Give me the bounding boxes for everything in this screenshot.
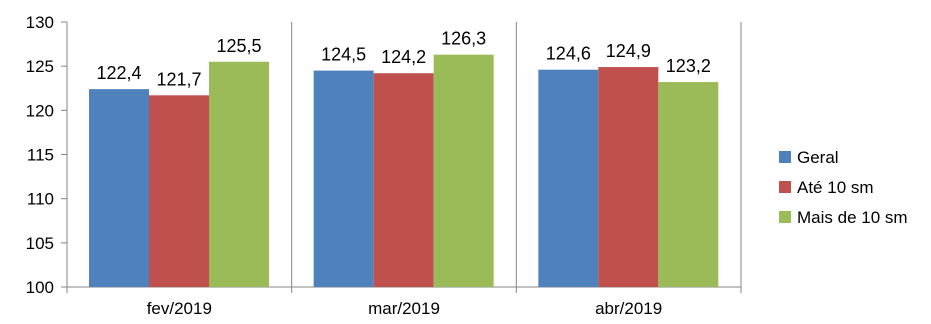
bar-mais-de-10-sm-3 [658, 82, 719, 287]
y-tick-label: 125 [26, 57, 54, 76]
data-labels: 122,4 121,7 125,5 124,5 124,2 126,3 124,6 124,9… [96, 29, 710, 90]
y-tick-label: 105 [26, 234, 54, 253]
legend-swatch [779, 151, 791, 163]
y-tick-label: 120 [26, 101, 54, 120]
bar-geral-2 [313, 70, 374, 287]
data-label: 121,7 [156, 69, 201, 89]
data-label: 125,5 [216, 36, 261, 56]
legend: Geral Até 10 sm Mais de 10 sm [779, 148, 908, 227]
data-label: 123,2 [666, 56, 711, 76]
bar-at-10-sm-3 [598, 67, 659, 287]
y-tick-label: 115 [27, 146, 54, 165]
bar-mais-de-10-sm-2 [433, 54, 494, 287]
data-label: 122,4 [96, 63, 141, 83]
legend-label: Geral [797, 148, 839, 167]
y-tick-label: 130 [26, 13, 54, 32]
y-tick-label: 110 [27, 190, 54, 209]
bar-mais-de-10-sm-1 [209, 61, 269, 287]
legend-swatch [779, 211, 791, 223]
x-axis-ticks: fev/2019 mar/2019 abr/2019 [147, 299, 663, 318]
legend-label: Até 10 sm [797, 178, 874, 197]
legend-swatch [779, 181, 791, 193]
data-label: 124,6 [546, 44, 591, 64]
data-label: 126,3 [441, 29, 486, 49]
y-tick-label: 100 [26, 278, 54, 297]
bar-geral-3 [538, 69, 599, 287]
legend-label: Mais de 10 sm [797, 208, 908, 227]
data-label: 124,2 [381, 47, 426, 67]
x-tick-label: abr/2019 [595, 299, 662, 318]
x-tick-label: fev/2019 [147, 299, 212, 318]
data-label: 124,9 [606, 41, 651, 61]
bar-at-10-sm-2 [373, 73, 434, 287]
y-axis-ticks: 100 105 110 115 120 125 130 [26, 13, 67, 297]
x-tick-label: mar/2019 [368, 299, 440, 318]
bars [89, 54, 719, 287]
bar-at-10-sm-1 [149, 95, 209, 287]
data-label: 124,5 [321, 45, 366, 65]
bar-geral-1 [89, 89, 149, 287]
